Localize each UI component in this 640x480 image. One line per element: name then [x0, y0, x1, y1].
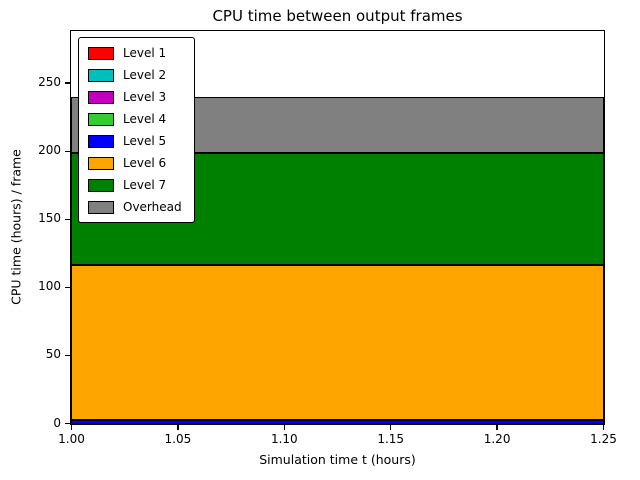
legend-entry-level-6: Level 6 — [88, 156, 182, 170]
y-tick-label: 100 — [38, 279, 61, 294]
legend-entry-level-5: Level 5 — [88, 134, 182, 148]
y-tick-label: 50 — [45, 347, 61, 362]
x-tick-mark — [496, 425, 498, 430]
x-tick-label: 1.25 — [590, 432, 617, 446]
x-tick-mark — [177, 425, 179, 430]
legend-swatch-level-4 — [88, 112, 114, 126]
x-tick-label: 1.15 — [377, 432, 405, 446]
y-tick-label: 0 — [53, 415, 61, 430]
legend-label: Level 1 — [123, 46, 167, 60]
x-tick-label: 1.05 — [164, 432, 192, 446]
legend-entry-level-4: Level 4 — [88, 112, 182, 126]
legend-swatch-level-7 — [88, 178, 114, 192]
legend-label: Level 7 — [123, 178, 167, 192]
y-tick-label: 150 — [38, 211, 61, 226]
legend-swatch-level-2 — [88, 68, 114, 82]
x-tick-label: 1.10 — [270, 432, 298, 446]
legend-label: Level 5 — [123, 134, 167, 148]
band-level-6 — [71, 264, 604, 420]
chart-title: CPU time between output frames — [212, 7, 463, 25]
y-tick-label: 250 — [38, 75, 61, 90]
x-tick-mark — [70, 425, 73, 430]
legend-entry-level-1: Level 1 — [88, 46, 182, 60]
legend-swatch-level-3 — [88, 90, 114, 104]
plot-area — [70, 30, 605, 425]
legend-label: Level 6 — [123, 156, 167, 170]
legend-label: Overhead — [123, 200, 182, 214]
x-axis-label: Simulation time t (hours) — [259, 452, 416, 467]
legend-swatch-level-1 — [88, 46, 114, 60]
x-tick-mark — [283, 425, 286, 430]
legend-swatch-overhead — [88, 200, 114, 214]
y-tick-mark — [65, 150, 70, 153]
band-level-5 — [71, 419, 604, 424]
legend-label: Level 3 — [123, 90, 167, 104]
y-tick-mark — [65, 286, 70, 289]
y-tick-mark — [65, 82, 70, 84]
legend-label: Level 4 — [123, 112, 167, 126]
legend: Level 1 Level 2 Level 3 Level 4 Level 5 Level… — [78, 37, 195, 223]
y-tick-mark — [65, 422, 70, 425]
y-tick-label: 200 — [38, 143, 61, 158]
legend-label: Level 2 — [123, 68, 167, 82]
legend-entry-level-3: Level 3 — [88, 90, 182, 104]
y-tick-mark — [65, 354, 70, 357]
x-tick-label: 1.00 — [58, 432, 85, 446]
x-tick-mark — [389, 425, 392, 430]
x-tick-label: 1.20 — [483, 432, 511, 446]
legend-entry-level-7: Level 7 — [88, 178, 182, 192]
legend-swatch-level-5 — [88, 134, 114, 148]
legend-swatch-level-6 — [88, 156, 114, 170]
x-tick-mark — [602, 425, 605, 430]
legend-entry-overhead: Overhead — [88, 200, 182, 214]
y-tick-mark — [65, 218, 70, 221]
legend-entry-level-2: Level 2 — [88, 68, 182, 82]
